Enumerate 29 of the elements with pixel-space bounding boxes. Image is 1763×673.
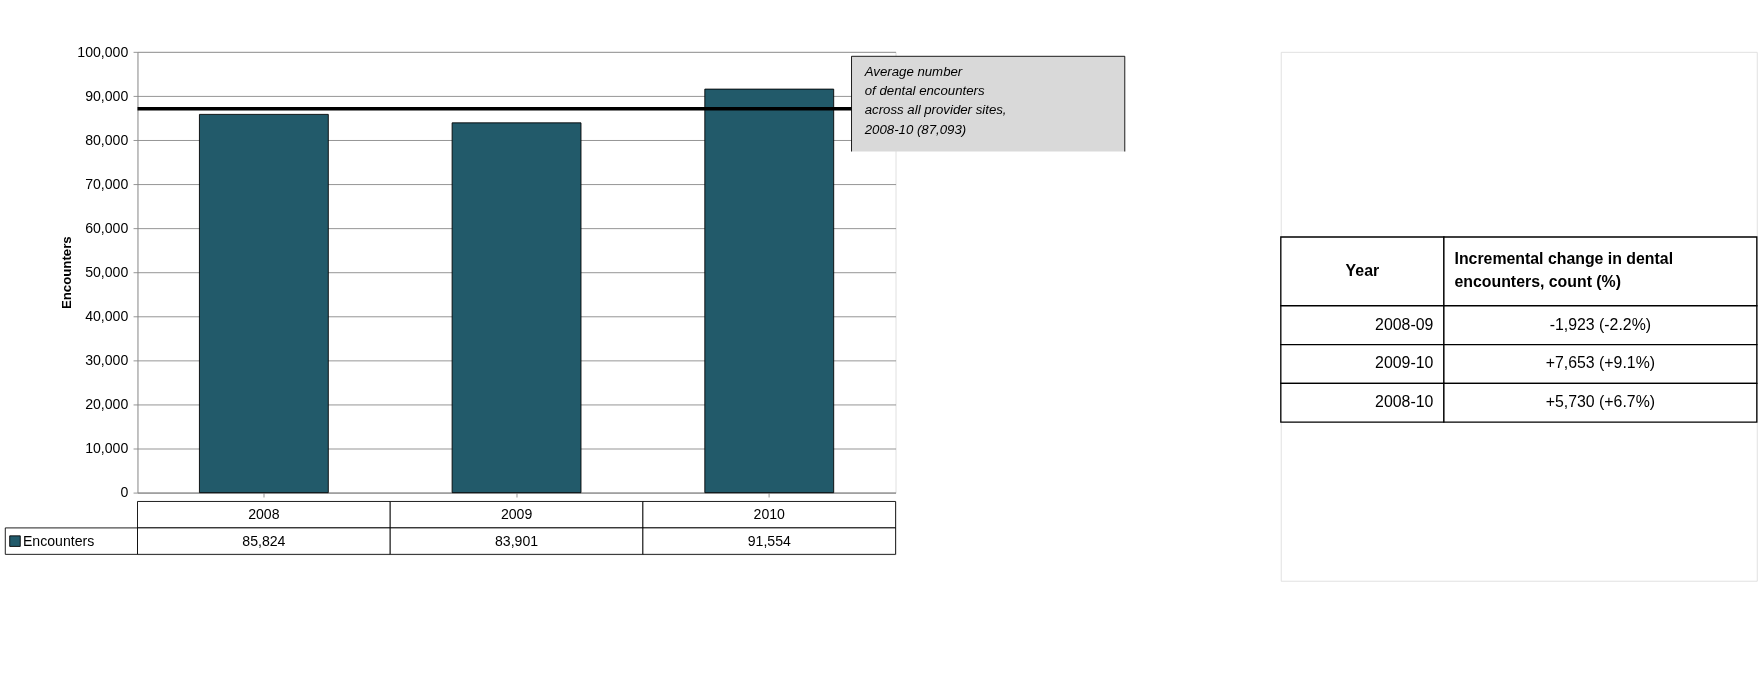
x-tick-label: 2010	[753, 506, 786, 523]
y-tick-label: 80,000	[85, 131, 129, 148]
x-tick-label: 2009	[500, 506, 533, 523]
data-label: 85,824	[242, 532, 286, 549]
y-tick-label: 10,000	[85, 440, 129, 457]
legend-label: Encounters	[22, 532, 95, 549]
text: -1,923 (-2.2%)	[1549, 315, 1652, 333]
y-axis-title: Encounters	[59, 236, 75, 310]
y-tick-label: 0	[120, 484, 129, 501]
data-label: 83,901	[495, 532, 539, 549]
y-tick-label: 70,000	[85, 175, 129, 192]
text: 2008-09	[1375, 315, 1434, 333]
y-tick-label: 60,000	[85, 220, 129, 237]
text: +7,653 (+9.1%)	[1545, 354, 1656, 372]
data-label: 91,554	[747, 532, 791, 549]
text: 2009-10	[1375, 354, 1434, 372]
bar	[198, 113, 329, 494]
bar	[451, 122, 582, 494]
x-tick-label: 2008	[248, 506, 280, 523]
y-tick-label: 30,000	[85, 352, 129, 369]
text: Year	[1345, 261, 1380, 279]
y-tick-label: 40,000	[85, 308, 129, 325]
y-tick-label: 50,000	[85, 264, 129, 281]
y-tick-label: 90,000	[85, 87, 129, 104]
y-tick-label: 100,000	[77, 43, 129, 60]
text: Incremental change in dental encounters, count (%)	[1454, 250, 1674, 291]
y-tick-label: 20,000	[85, 396, 129, 413]
text: 2008-10	[1375, 393, 1434, 411]
text: +5,730 (+6.7%)	[1545, 393, 1656, 411]
